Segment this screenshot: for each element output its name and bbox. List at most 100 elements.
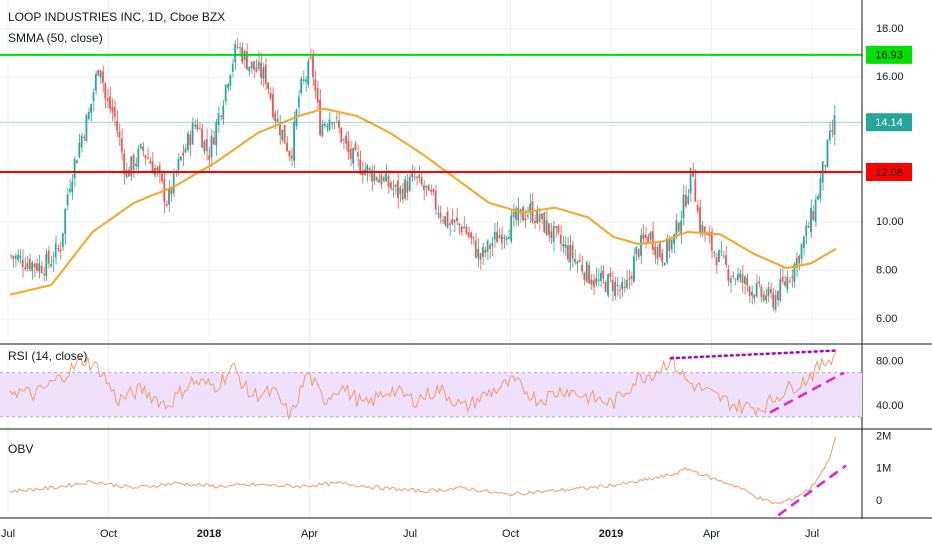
candle-body [517, 207, 520, 221]
candle-body [548, 223, 550, 235]
candle-body [777, 291, 779, 301]
candle-body [342, 139, 345, 141]
candle-body [791, 276, 793, 278]
candle-body [793, 263, 796, 282]
candle-body [453, 219, 456, 223]
candle-body [491, 243, 494, 246]
smma-indicator-label[interactable]: SMMA (50, close) [8, 31, 103, 45]
candle-body [330, 122, 333, 124]
candle-body [788, 280, 791, 282]
candle-body [800, 244, 803, 260]
rsi-divergence-dotted-line[interactable] [669, 349, 838, 360]
candle-body [807, 225, 810, 228]
candle-body [694, 179, 697, 202]
candle-body [434, 190, 437, 210]
candle-body [401, 188, 404, 200]
candle-body [69, 188, 71, 192]
candle-body [158, 165, 161, 174]
candle-body [215, 121, 218, 146]
obv-axis-tick-label: 2M [876, 430, 891, 442]
candle-body [137, 148, 140, 167]
obv-line [9, 436, 837, 505]
candle-body [345, 135, 347, 144]
candle-body [257, 61, 260, 69]
candle-body [633, 256, 635, 283]
candle-body [812, 211, 815, 220]
candle-body [64, 208, 67, 234]
candle-body [132, 154, 135, 170]
candle-body [600, 272, 602, 282]
candle-body [47, 250, 50, 264]
time-axis-tick-label: Jul [403, 528, 417, 540]
candle-body [271, 94, 274, 118]
candle-body [255, 67, 258, 72]
time-axis-tick-label: Apr [703, 528, 720, 540]
candle-body [826, 139, 829, 168]
candle-body [267, 82, 269, 90]
candle-body [312, 55, 314, 78]
candle-body [715, 257, 718, 266]
candle-body [17, 254, 19, 260]
candle-body [90, 103, 92, 113]
candle-body [149, 161, 151, 164]
candle-body [446, 211, 449, 228]
candle-body [590, 279, 593, 285]
candle-body [201, 128, 203, 148]
candle-body [347, 141, 350, 153]
candle-body [234, 44, 236, 62]
candle-body [144, 155, 147, 158]
candle-body [307, 61, 310, 85]
candle-body [755, 283, 758, 297]
candle-body [113, 106, 116, 117]
candle-body [675, 220, 678, 238]
smma-line [9, 107, 837, 296]
candle-body [146, 157, 149, 159]
candle-body [496, 231, 498, 243]
candle-body [753, 294, 756, 299]
candle-body [102, 71, 104, 83]
candle-body [687, 196, 690, 204]
candle-body [227, 84, 229, 89]
candle-body [262, 67, 265, 79]
candle-body [246, 51, 248, 70]
candle-body [411, 173, 413, 177]
obv-trendline-dashed[interactable] [777, 464, 847, 517]
candle-body [467, 232, 470, 237]
candle-body [97, 70, 100, 76]
candle-body [423, 185, 425, 191]
candle-body [94, 73, 97, 91]
candle-body [248, 66, 251, 72]
candle-body [387, 176, 390, 187]
candle-body [505, 237, 508, 240]
candle-body [555, 226, 557, 229]
candle-body [751, 291, 753, 296]
candle-body [699, 207, 701, 232]
candle-body [786, 277, 789, 290]
candle-body [644, 234, 647, 238]
candle-body [663, 262, 666, 266]
level-price-tag [866, 45, 912, 64]
candle-body [24, 267, 26, 270]
candle-body [380, 175, 383, 185]
price-axis-tick-label: 18.00 [876, 23, 904, 35]
candle-body [139, 144, 142, 149]
candle-body [83, 136, 85, 138]
candle-body [760, 286, 763, 297]
candle-body [38, 263, 41, 272]
candle-body [106, 98, 109, 101]
candle-body [743, 276, 746, 284]
candle-body [323, 123, 326, 127]
candle-body [109, 96, 111, 109]
candle-body [328, 119, 331, 130]
candle-body [618, 289, 621, 291]
candle-body [118, 131, 121, 138]
candle-body [784, 281, 786, 286]
candle-body [729, 278, 732, 283]
candle-body [635, 246, 638, 254]
candle-body [550, 231, 553, 238]
rsi-trendline-dashed[interactable] [769, 371, 845, 414]
candle-body [682, 194, 685, 219]
candle-body [736, 274, 739, 280]
